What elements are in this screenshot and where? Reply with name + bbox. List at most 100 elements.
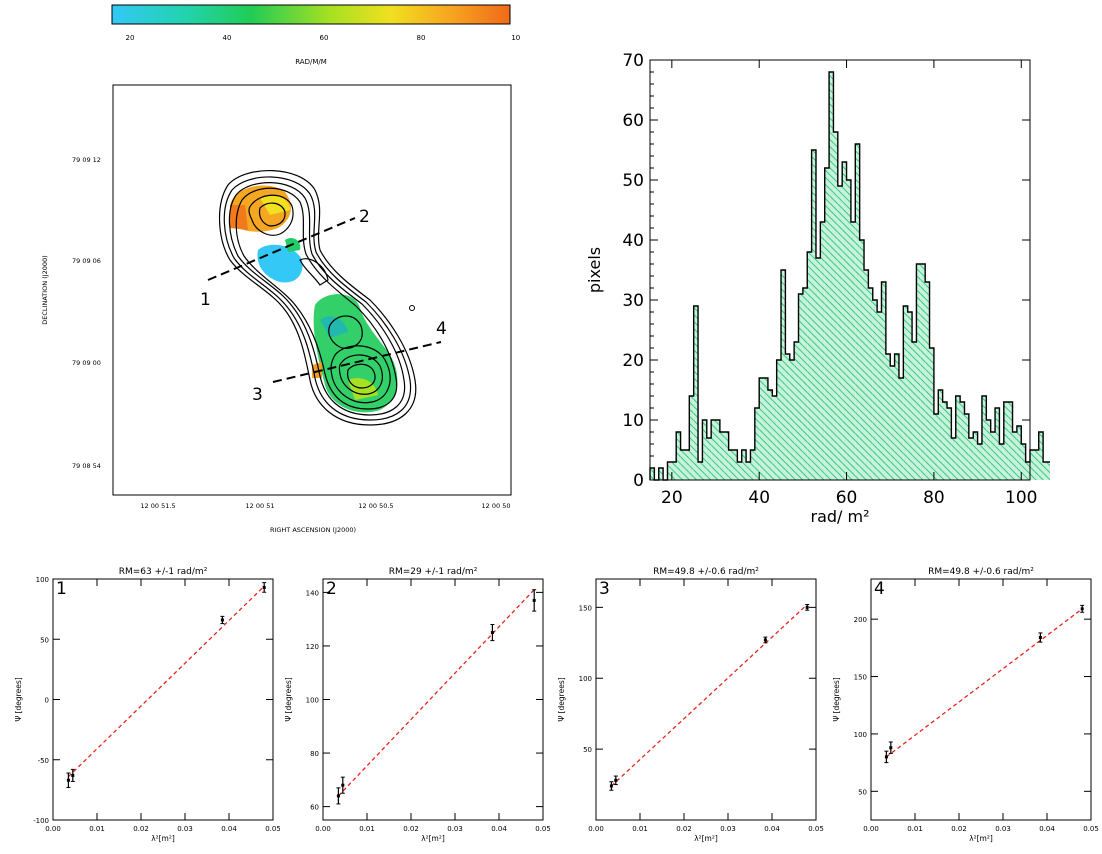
fit-xlabel: λ²[m²]: [151, 834, 175, 843]
histogram-bar: [907, 312, 913, 480]
histogram-bar: [741, 450, 747, 480]
fit-ytick-label: -50: [38, 757, 49, 765]
fit-xtick-label: 0.02: [951, 825, 967, 833]
histogram-bar: [807, 252, 812, 480]
fit-xtick-label: 0.03: [447, 825, 463, 833]
map-ytick-2: 79 09 06: [72, 257, 101, 265]
histogram-ytick-label: 0: [633, 471, 644, 491]
histogram-xtick-label: 100: [1005, 488, 1037, 508]
histogram-bar: [754, 408, 760, 480]
histogram-bar: [776, 360, 782, 480]
fit-ylabel: Ψ [degrees]: [14, 677, 23, 721]
fit-xtick-label: 0.01: [89, 825, 105, 833]
data-point: [336, 794, 340, 798]
fit-xtick-label: 0.00: [588, 825, 604, 833]
fit-xtick-label: 0.04: [491, 825, 507, 833]
histogram-bar: [781, 270, 786, 480]
fit-ytick-label: 150: [579, 604, 592, 612]
histogram-bar: [837, 186, 843, 480]
histogram-bar: [737, 462, 742, 480]
histogram-bar: [1025, 462, 1030, 480]
histogram-bar: [671, 462, 677, 480]
map-ytick-4: 79 08 54: [72, 462, 101, 470]
histogram-bar: [1030, 450, 1035, 480]
histogram-bar: [724, 432, 729, 480]
colorbar-tick: 100: [511, 34, 520, 42]
rm-map: 1 2 3 4 DECLINATION (J2000) RIGHT ASCENS…: [41, 84, 512, 534]
cut-label-1: 1: [200, 290, 211, 310]
data-point: [805, 605, 809, 609]
histogram-ylabel: pixels: [585, 247, 604, 293]
histogram-bar: [995, 408, 1000, 480]
fit-xlabel: λ²[m²]: [694, 834, 718, 843]
histogram-bar: [698, 462, 703, 480]
data-point: [66, 778, 70, 782]
histogram-bar: [728, 450, 733, 480]
histogram-bar: [833, 132, 838, 480]
colorbar-tick: 80: [417, 34, 426, 42]
rm-patch-yellow: [260, 195, 290, 215]
fit-panel-label: 1: [56, 579, 67, 599]
histogram-bar: [1008, 402, 1013, 480]
histogram-bar: [650, 468, 655, 480]
histogram-ytick-label: 70: [622, 51, 644, 71]
colorbar-tick: 20: [126, 34, 135, 42]
fit-ytick-label: 100: [854, 731, 867, 739]
histogram-bar: [680, 450, 685, 480]
data-point: [614, 778, 618, 782]
histogram-bar: [789, 360, 795, 480]
fit-ytick-label: 200: [854, 616, 867, 624]
histogram-bar: [772, 396, 777, 480]
map-frame: [112, 84, 512, 496]
fit-panel-2: RM=29 +/-1 rad/m² 2 60 80 100 120 140 0.00 0.01 0…: [284, 567, 550, 843]
fit-xtick-label: 0.03: [995, 825, 1011, 833]
histogram-bar: [824, 168, 830, 480]
fit-ytick-label: 50: [583, 746, 592, 754]
fit-xtick-label: 0.01: [632, 825, 648, 833]
histogram-xtick-label: 80: [923, 488, 945, 508]
data-point: [884, 755, 888, 759]
histogram-bar: [1016, 426, 1022, 480]
histogram-bar: [684, 450, 690, 480]
data-point: [262, 585, 266, 589]
fit-ytick-label: 140: [306, 589, 319, 597]
histogram-bar: [719, 432, 725, 480]
fit-ytick-label: 0: [45, 697, 49, 705]
fit-ytick-label: -100: [33, 817, 49, 825]
histogram-xtick-label: 60: [836, 488, 858, 508]
rm-patch-teal: [320, 316, 348, 338]
histogram-bar: [794, 342, 799, 480]
fit-xtick-label: 0.02: [403, 825, 419, 833]
fit-panel-4: RM=49.8 +/-0.6 rad/m² 4 50 100 150 200 0.00 0.0…: [832, 567, 1099, 843]
fit-xtick-label: 0.04: [1039, 825, 1055, 833]
fit-ylabel: Ψ [degrees]: [284, 677, 293, 721]
data-point: [490, 631, 494, 635]
fit-xtick-label: 0.00: [45, 825, 61, 833]
histogram-bar: [929, 348, 934, 480]
fit-line: [610, 604, 808, 787]
histogram-bar: [785, 354, 790, 480]
fit-xtick-label: 0.00: [863, 825, 879, 833]
fit-xtick-label: 0.05: [535, 825, 550, 833]
cut-label-2: 2: [359, 207, 370, 227]
intensity-contours: [219, 169, 417, 426]
fit-xtick-label: 0.04: [221, 825, 237, 833]
histogram-bar: [916, 264, 921, 480]
colorbar-gradient: [111, 4, 511, 25]
histogram-bar: [898, 378, 904, 480]
histogram-bar: [881, 282, 886, 480]
fit-xtick-label: 0.03: [177, 825, 193, 833]
map-marker-circle: [409, 305, 415, 311]
fit-ytick-label: 80: [310, 750, 319, 758]
histogram-frame: [649, 59, 1031, 481]
histogram-bar: [986, 420, 991, 480]
histogram-bar: [999, 444, 1004, 480]
histogram-bar: [759, 378, 764, 480]
histogram-bar: [802, 288, 808, 480]
colorbar-label: RAD/M/M: [295, 58, 327, 66]
histogram-bar: [1034, 450, 1039, 480]
cut-label-3: 3: [252, 385, 263, 405]
fit-xlabel: λ²[m²]: [421, 834, 445, 843]
fit-ylabel: Ψ [degrees]: [832, 677, 841, 721]
histogram-ytick-label: 60: [622, 111, 644, 131]
